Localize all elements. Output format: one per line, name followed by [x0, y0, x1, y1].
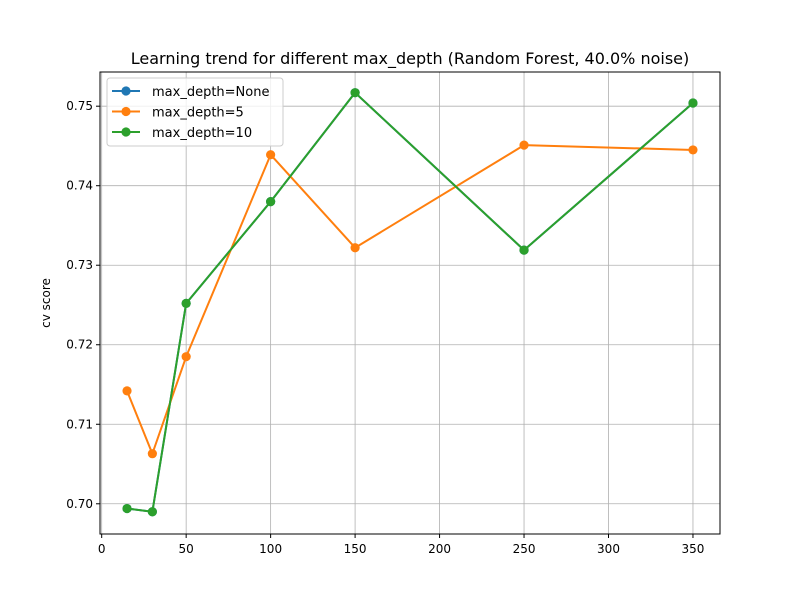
axes-frame — [99, 71, 721, 535]
x-tick-label: 0 — [98, 542, 106, 556]
data-point — [688, 145, 698, 155]
legend-item: max_depth=10 — [112, 126, 252, 141]
x-tick-label: 100 — [259, 542, 282, 556]
data-point — [181, 352, 191, 362]
x-tick-label: 150 — [344, 542, 367, 556]
y-tick-label: 0.74 — [66, 179, 93, 193]
y-tick-label: 0.71 — [66, 417, 93, 431]
legend: max_depth=None max_depth=5 max_depth=10 — [106, 77, 284, 147]
data-point — [519, 245, 529, 255]
series-2 — [122, 140, 698, 459]
x-tick-label: 350 — [682, 542, 705, 556]
x-tick-label: 200 — [428, 542, 451, 556]
data-point — [266, 150, 276, 160]
series-3 — [122, 88, 698, 517]
y-tick-label: 0.73 — [66, 258, 93, 272]
legend-item: max_depth=5 — [112, 106, 244, 121]
y-axis-label: cv score — [39, 278, 53, 328]
axis-ticks: 0 50 100 150 200 250 300 350 0.70 0.71 0.72 0.73 0.7… — [66, 99, 704, 556]
legend-label: max_depth=5 — [152, 106, 244, 121]
data-point — [147, 507, 157, 517]
data-point — [147, 449, 157, 459]
y-tick-label: 0.72 — [66, 338, 93, 352]
legend-label: max_depth=10 — [152, 126, 252, 141]
data-point — [350, 88, 360, 98]
x-tick-label: 50 — [179, 542, 194, 556]
data-point — [350, 243, 360, 253]
legend-marker — [121, 106, 131, 117]
plot-area: 0 50 100 150 200 250 300 350 0.70 0.71 0.72 0.73 0.7… — [66, 71, 721, 556]
data-point — [122, 503, 132, 514]
legend-marker — [121, 86, 131, 96]
y-tick-label: 0.75 — [66, 99, 93, 113]
x-tick-label: 300 — [597, 542, 620, 556]
data-point — [266, 197, 276, 207]
data-point — [519, 140, 529, 150]
data-point — [122, 386, 132, 396]
x-tick-label: 250 — [513, 542, 536, 556]
legend-item: max_depth=None — [112, 85, 269, 100]
legend-box — [106, 77, 284, 147]
legend-label: max_depth=None — [152, 85, 269, 100]
legend-marker — [121, 127, 131, 137]
chart-title: Learning trend for different max_depth (… — [131, 49, 689, 69]
data-point — [181, 298, 191, 308]
series-layer — [122, 88, 698, 517]
y-tick-label: 0.70 — [66, 497, 93, 511]
data-point — [688, 98, 698, 108]
